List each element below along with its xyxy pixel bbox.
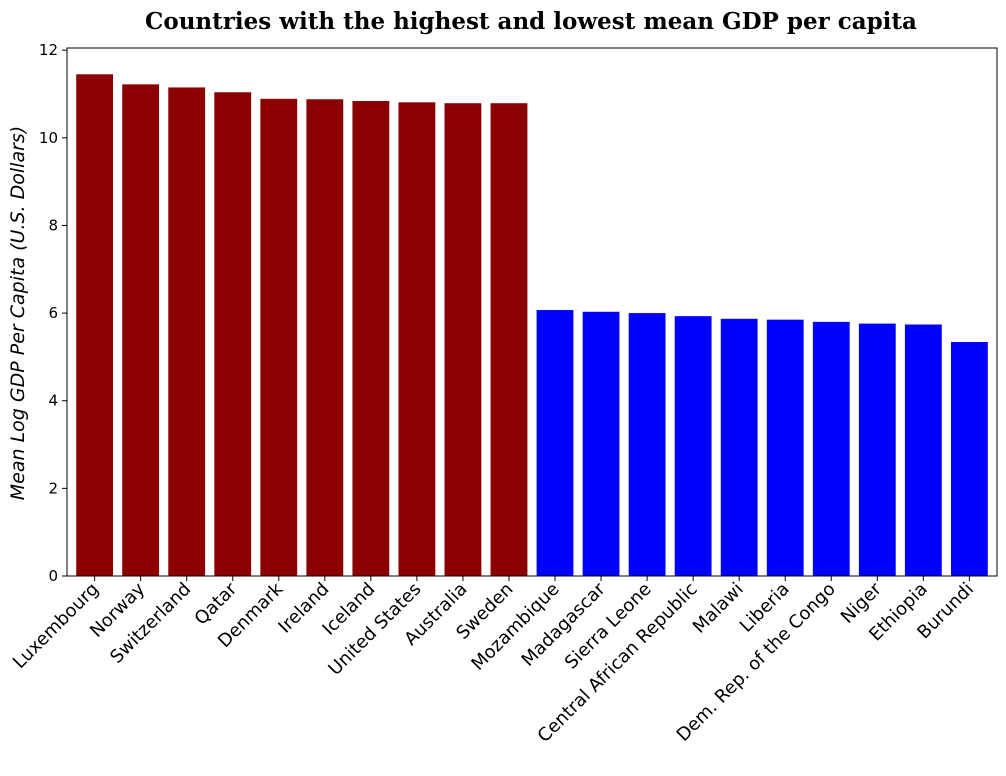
bar-switzerland [168, 87, 206, 576]
y-tick-label: 0 [48, 567, 58, 585]
bar-ethiopia [904, 324, 942, 576]
bar-norway [122, 84, 160, 577]
chart-title: Countries with the highest and lowest me… [145, 8, 917, 35]
bar-central-african-republic [674, 316, 712, 576]
bar-iceland [352, 101, 390, 577]
bar-denmark [260, 98, 298, 576]
bar-burundi [950, 342, 988, 576]
bar-sierra-leone [628, 313, 666, 576]
x-tick-label-malawi: Malawi [689, 579, 748, 638]
y-axis: 0 2 4 6 8 10 12 [39, 41, 67, 585]
y-tick-label: 6 [48, 304, 58, 322]
bar-australia [444, 103, 482, 577]
y-tick-label: 2 [48, 479, 58, 497]
bar-malawi [720, 318, 758, 576]
y-tick-label: 8 [48, 216, 58, 234]
x-axis: LuxembourgNorwaySwitzerlandQatarDenmarkI… [9, 576, 978, 747]
bar-united-states [398, 102, 436, 576]
bar-ireland [306, 99, 344, 577]
bar-liberia [766, 319, 804, 576]
bar-qatar [214, 92, 252, 576]
y-axis-label: Mean Log GDP Per Capita (U.S. Dollars) [7, 126, 29, 500]
plot-area-frame [66, 47, 998, 577]
x-tick-label-switzerland: Switzerland [106, 579, 195, 668]
y-tick-label: 12 [39, 41, 58, 59]
bar-madagascar [582, 311, 620, 576]
bar-niger [858, 323, 896, 576]
bar-sweden [490, 103, 528, 577]
bar-mozambique [536, 310, 574, 576]
bars-group [76, 74, 988, 577]
bar-dem-rep-of-the-congo [812, 321, 850, 576]
y-tick-label: 4 [48, 392, 58, 410]
bar-luxembourg [76, 74, 114, 576]
y-tick-label: 10 [39, 129, 58, 147]
